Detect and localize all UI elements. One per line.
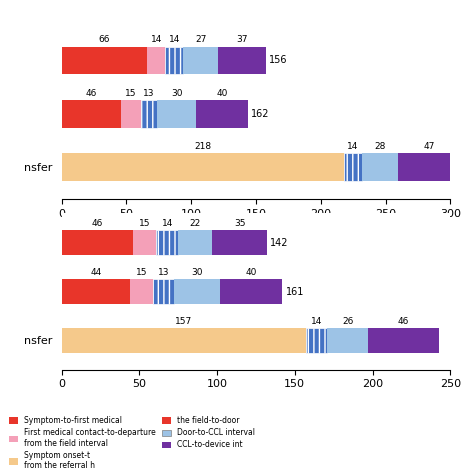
Bar <box>156 230 178 255</box>
Text: 13: 13 <box>143 89 155 98</box>
Text: 46: 46 <box>91 219 103 228</box>
Bar <box>344 153 362 181</box>
Bar <box>121 100 141 128</box>
Bar <box>157 100 196 128</box>
Text: 35: 35 <box>234 219 246 228</box>
Text: 13: 13 <box>158 268 169 277</box>
Text: 44: 44 <box>90 268 101 277</box>
Bar <box>368 328 439 353</box>
Text: 156: 156 <box>269 55 287 65</box>
Text: 15: 15 <box>136 268 147 277</box>
Text: 14: 14 <box>151 36 162 45</box>
Text: 157: 157 <box>175 317 192 326</box>
Text: 22: 22 <box>190 219 201 228</box>
Text: 28: 28 <box>374 142 386 151</box>
Text: 142: 142 <box>270 237 289 247</box>
Bar <box>183 46 219 74</box>
Bar <box>62 153 344 181</box>
Text: 15: 15 <box>125 89 137 98</box>
Bar <box>196 100 248 128</box>
Bar <box>62 279 130 304</box>
Bar <box>306 328 328 353</box>
Text: 14: 14 <box>311 317 322 326</box>
Bar <box>328 328 368 353</box>
Bar <box>165 46 183 74</box>
Bar <box>62 46 147 74</box>
Bar <box>219 46 266 74</box>
Bar <box>133 230 156 255</box>
Bar <box>147 46 165 74</box>
Text: 162: 162 <box>251 109 269 119</box>
Text: 40: 40 <box>246 268 257 277</box>
Bar <box>62 328 306 353</box>
Text: 14: 14 <box>347 142 359 151</box>
Text: 218: 218 <box>194 142 211 151</box>
Text: 47: 47 <box>423 142 435 151</box>
Text: 30: 30 <box>171 89 182 98</box>
Bar <box>62 230 133 255</box>
Bar <box>141 100 157 128</box>
Bar <box>178 230 212 255</box>
Bar <box>173 279 220 304</box>
Bar <box>130 279 154 304</box>
Text: 27: 27 <box>195 36 207 45</box>
Bar <box>362 153 399 181</box>
Text: 26: 26 <box>342 317 354 326</box>
Text: 40: 40 <box>217 89 228 98</box>
Text: 30: 30 <box>191 268 202 277</box>
Text: 14: 14 <box>169 36 180 45</box>
Bar <box>212 230 267 255</box>
Text: 66: 66 <box>99 36 110 45</box>
Text: 46: 46 <box>86 89 97 98</box>
Text: 161: 161 <box>285 286 304 297</box>
Text: 15: 15 <box>139 219 151 228</box>
Text: 14: 14 <box>162 219 173 228</box>
Bar <box>220 279 283 304</box>
Text: 46: 46 <box>398 317 410 326</box>
Bar <box>154 279 173 304</box>
Bar <box>62 100 121 128</box>
Legend: Symptom-to-first medical, First medical contact-to-departure
from the field inte: Symptom-to-first medical, First medical … <box>9 416 255 470</box>
Bar <box>399 153 459 181</box>
Text: 37: 37 <box>237 36 248 45</box>
